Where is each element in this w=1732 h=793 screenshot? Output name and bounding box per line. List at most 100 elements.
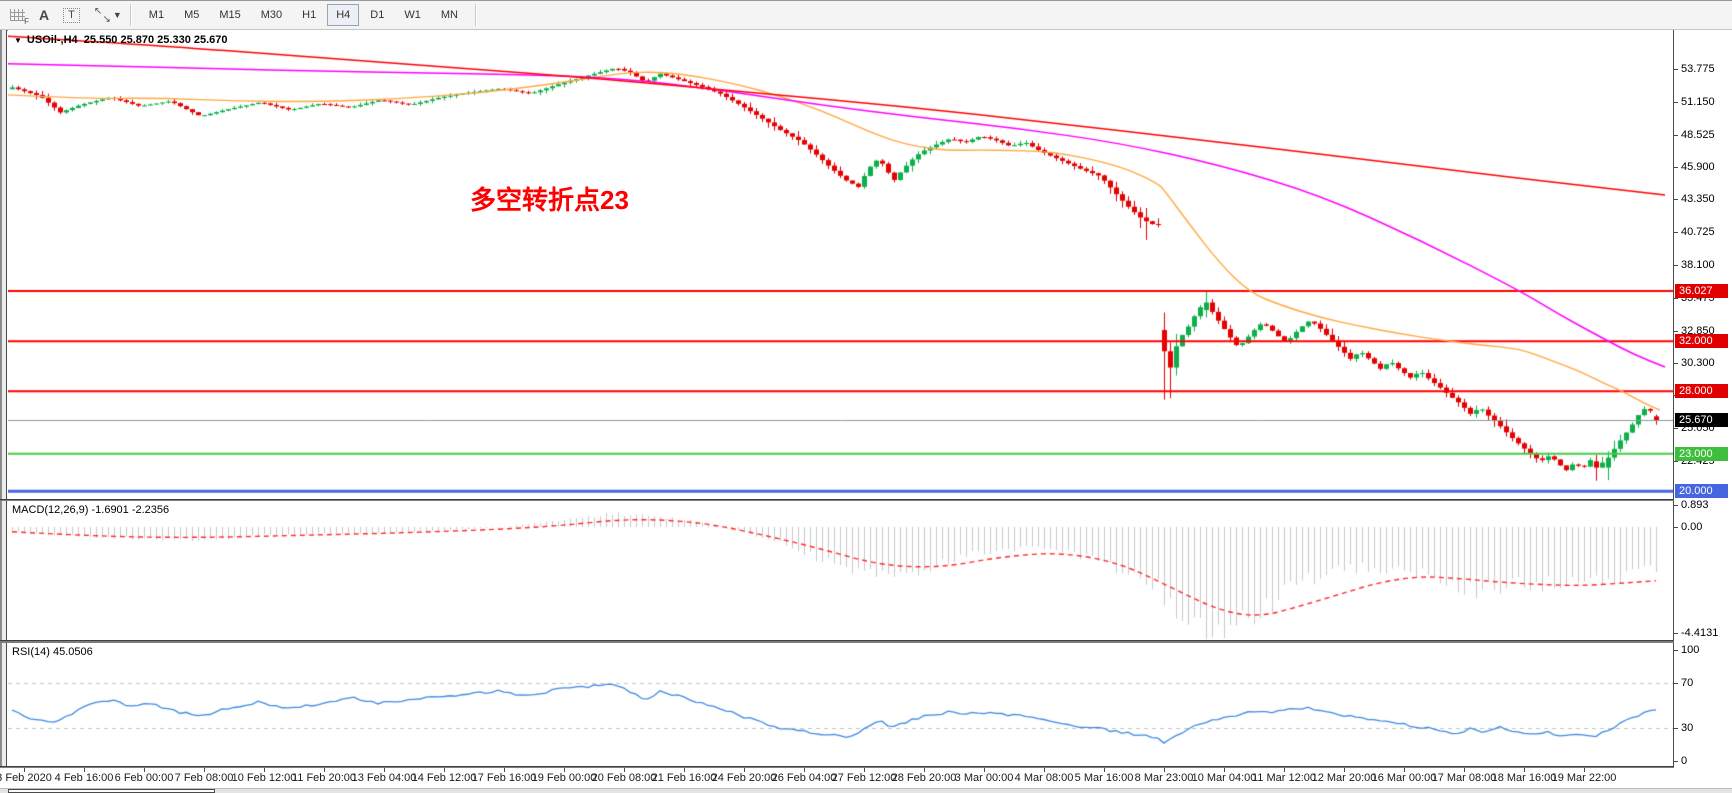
- timeframe-button-m5[interactable]: M5: [184, 9, 200, 21]
- time-label: 6 Feb 00:00: [114, 772, 174, 784]
- price-chart-canvas[interactable]: [8, 30, 1673, 499]
- time-label: 26 Feb 04:00: [771, 772, 837, 784]
- scale-label: 51.150: [1681, 95, 1715, 108]
- scale-tick: [1674, 232, 1678, 234]
- arrow-objects-icon[interactable]: ↖ ↘: [93, 5, 111, 25]
- grid-icon[interactable]: F: [10, 9, 29, 26]
- chart-annotation: 多空转折点23: [470, 185, 629, 215]
- scrollbar-track[interactable]: [0, 788, 1732, 793]
- scrollbar-thumb[interactable]: [8, 789, 215, 793]
- scale-label: 30.300: [1681, 356, 1715, 369]
- time-tick: [684, 768, 685, 772]
- timeframe-button-m1[interactable]: M1: [148, 9, 165, 21]
- text-a-icon[interactable]: A: [39, 7, 50, 23]
- toolbar-separator: [474, 4, 477, 26]
- time-tick: [504, 768, 505, 772]
- scale-tick: [1674, 761, 1678, 762]
- scale-tick: [1674, 505, 1678, 507]
- time-label: 4 Mar 08:00: [1014, 772, 1074, 784]
- time-tick: [1104, 768, 1105, 772]
- scale-label: 0: [1681, 755, 1688, 767]
- scale-tick: [1674, 167, 1678, 169]
- scale-tick: [1674, 134, 1678, 136]
- time-label: 28 Feb 20:00: [891, 772, 957, 784]
- time-tick: [384, 768, 385, 772]
- time-label: 10 Mar 04:00: [1191, 772, 1257, 784]
- time-tick: [204, 768, 205, 772]
- scale-tick: [1674, 727, 1678, 729]
- macd-indicator-label: MACD(12,26,9) -1.6901 -2.2356: [12, 504, 170, 516]
- chart-title: ▼ USOil-,H4 25.550 25.870 25.330 25.670: [14, 34, 228, 46]
- timeframe-button-h1[interactable]: H1: [302, 9, 317, 21]
- scale-label: -4.4131: [1681, 626, 1719, 639]
- ohlc-values: 25.550 25.870 25.330 25.670: [83, 34, 228, 46]
- time-label: 17 Feb 16:00: [471, 772, 537, 784]
- time-tick: [984, 768, 985, 772]
- scale-tick: [1674, 461, 1678, 463]
- time-label: 18 Mar 16:00: [1491, 772, 1557, 784]
- time-label: 27 Feb 12:00: [831, 772, 897, 784]
- scale-label: 30: [1681, 721, 1694, 734]
- toolbar-separator: [129, 4, 132, 26]
- timeframe-button-mn[interactable]: MN: [440, 9, 458, 21]
- symbol-period-label: USOil-,H4: [26, 34, 78, 46]
- scale-label: 40.725: [1681, 226, 1715, 239]
- time-label: 10 Feb 12:00: [231, 772, 297, 784]
- scale-label: 0.893: [1681, 499, 1709, 512]
- panel-resize-handle[interactable]: [0, 766, 1732, 768]
- time-label: 24 Feb 20:00: [711, 772, 777, 784]
- timeframe-group: M1 M5 M15 M30 H1 H4 D1 W1 MN: [140, 4, 467, 26]
- time-tick: [564, 768, 565, 772]
- time-tick: [804, 768, 805, 772]
- timeframe-button-m15[interactable]: M15: [219, 9, 241, 21]
- time-tick: [624, 768, 625, 772]
- scale-tick: [1674, 297, 1678, 299]
- time-tick: [324, 768, 325, 772]
- price-level-badge: 20.000: [1675, 484, 1728, 499]
- price-level-badge: 23.000: [1675, 446, 1728, 461]
- time-tick: [1284, 768, 1285, 772]
- rsi-canvas[interactable]: [8, 643, 1673, 766]
- price-level-badge: 28.000: [1675, 384, 1728, 399]
- time-tick: [1044, 768, 1045, 772]
- time-axis[interactable]: 3 Feb 2020 4 Feb 16:00 6 Feb 00:00 7 Feb 08…: [0, 768, 1732, 788]
- window-left-edge: [0, 30, 7, 793]
- scale-tick: [1674, 649, 1678, 651]
- time-tick: [1344, 768, 1345, 772]
- scale-tick: [1674, 683, 1678, 685]
- timeframe-button-m30[interactable]: M30: [260, 9, 283, 21]
- timeframe-button-h4[interactable]: H4: [327, 4, 360, 26]
- time-tick: [864, 768, 865, 772]
- price-scale-divider: [1673, 30, 1674, 768]
- timeframe-button-d1[interactable]: D1: [370, 9, 385, 21]
- timeframe-button-w1[interactable]: W1: [404, 9, 421, 21]
- time-label: 12 Mar 20:00: [1311, 772, 1377, 784]
- scale-tick: [1674, 526, 1678, 528]
- chevron-down-icon[interactable]: ▼: [14, 36, 22, 45]
- time-tick: [144, 768, 145, 772]
- rsi-value: 45.0506: [52, 646, 93, 658]
- time-label: 7 Feb 08:00: [174, 772, 234, 784]
- text-label-icon[interactable]: T: [63, 7, 80, 23]
- time-label: 19 Feb 00:00: [531, 772, 597, 784]
- time-label: 17 Mar 08:00: [1431, 772, 1497, 784]
- scale-label: 38.100: [1681, 259, 1715, 271]
- price-level-badge: 32.000: [1675, 334, 1728, 349]
- panel-resize-handle[interactable]: [0, 499, 1732, 501]
- panel-resize-handle[interactable]: [0, 640, 1732, 643]
- grid-icon-f-label: F: [24, 17, 29, 26]
- time-label: 16 Mar 00:00: [1371, 772, 1437, 784]
- time-label: 3 Feb 2020: [0, 772, 52, 784]
- time-tick: [444, 768, 445, 772]
- price-scale[interactable]: 53.775 51.150 48.525 45.900 43.350 40.725 38.1…: [1674, 30, 1732, 768]
- time-label: 11 Feb 20:00: [291, 772, 357, 784]
- time-label: 4 Feb 16:00: [54, 772, 114, 784]
- macd-canvas[interactable]: [8, 501, 1673, 640]
- scale-tick: [1674, 68, 1678, 70]
- time-label: 8 Mar 23:00: [1134, 772, 1194, 784]
- time-label: 5 Mar 16:00: [1074, 772, 1134, 784]
- chevron-down-icon[interactable]: ▼: [112, 10, 122, 20]
- time-tick: [924, 768, 925, 772]
- scale-label: 70: [1681, 677, 1694, 690]
